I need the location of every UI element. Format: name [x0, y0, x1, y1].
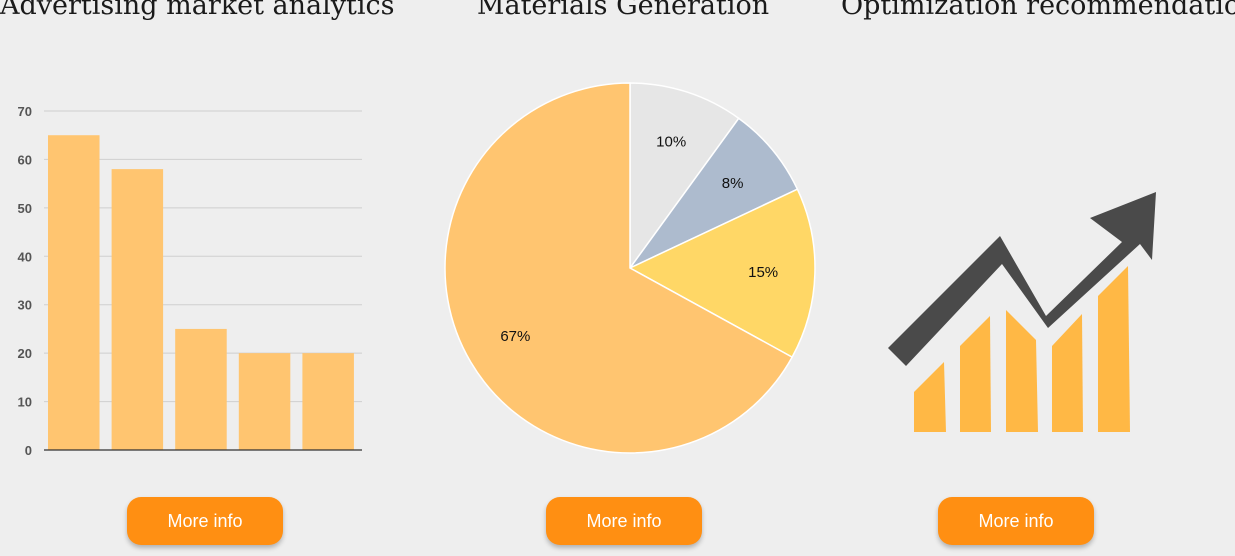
more-info-button-materials[interactable]: More info: [546, 497, 702, 545]
trend-arrow: [888, 192, 1156, 366]
pie-slice-label: 15%: [748, 264, 778, 281]
y-tick-label: 70: [18, 104, 32, 119]
bar-4: [238, 353, 291, 450]
growth-chart-arrow-icon: [888, 192, 1156, 432]
y-tick-label: 10: [18, 395, 32, 410]
panel-title-materials: Materials Generation: [476, 0, 770, 21]
pie-slice-1: [629, 82, 740, 271]
bar-2: [111, 169, 164, 450]
y-tick-label: 20: [18, 346, 32, 361]
bar-5: [302, 353, 354, 450]
bar-1: [48, 135, 100, 450]
trend-bar-3: [1006, 310, 1038, 432]
trend-bar-4: [1052, 314, 1083, 432]
panel-title-advertising: Advertising market analytics: [0, 0, 395, 21]
y-tick-label: 50: [18, 201, 32, 216]
pie-slice-3: [628, 188, 816, 359]
trend-bar-5: [1098, 266, 1130, 432]
bar-chart: 0 10 20 30 40 50 60 70: [18, 104, 362, 458]
bar-3: [175, 328, 227, 450]
pie-slice-label: 67%: [500, 328, 530, 345]
more-info-button-advertising[interactable]: More info: [127, 497, 283, 545]
pie-slice-label: 8%: [722, 175, 744, 192]
y-tick-label: 30: [18, 298, 32, 313]
y-tick-label: 40: [18, 249, 32, 264]
trend-bar-1: [914, 362, 946, 432]
more-info-button-optimization[interactable]: More info: [938, 497, 1094, 545]
pie-slice-2: [629, 117, 799, 269]
pie-chart: 10% 8% 15% 67%: [444, 82, 816, 454]
trend-bar-2: [960, 316, 991, 432]
y-tick-label: 60: [18, 152, 32, 167]
pie-slice-label: 10%: [656, 133, 686, 150]
panel-title-optimization: Optimization recommendations: [841, 0, 1235, 21]
pie-slice-4: [444, 82, 794, 454]
y-tick-label: 0: [25, 443, 32, 458]
